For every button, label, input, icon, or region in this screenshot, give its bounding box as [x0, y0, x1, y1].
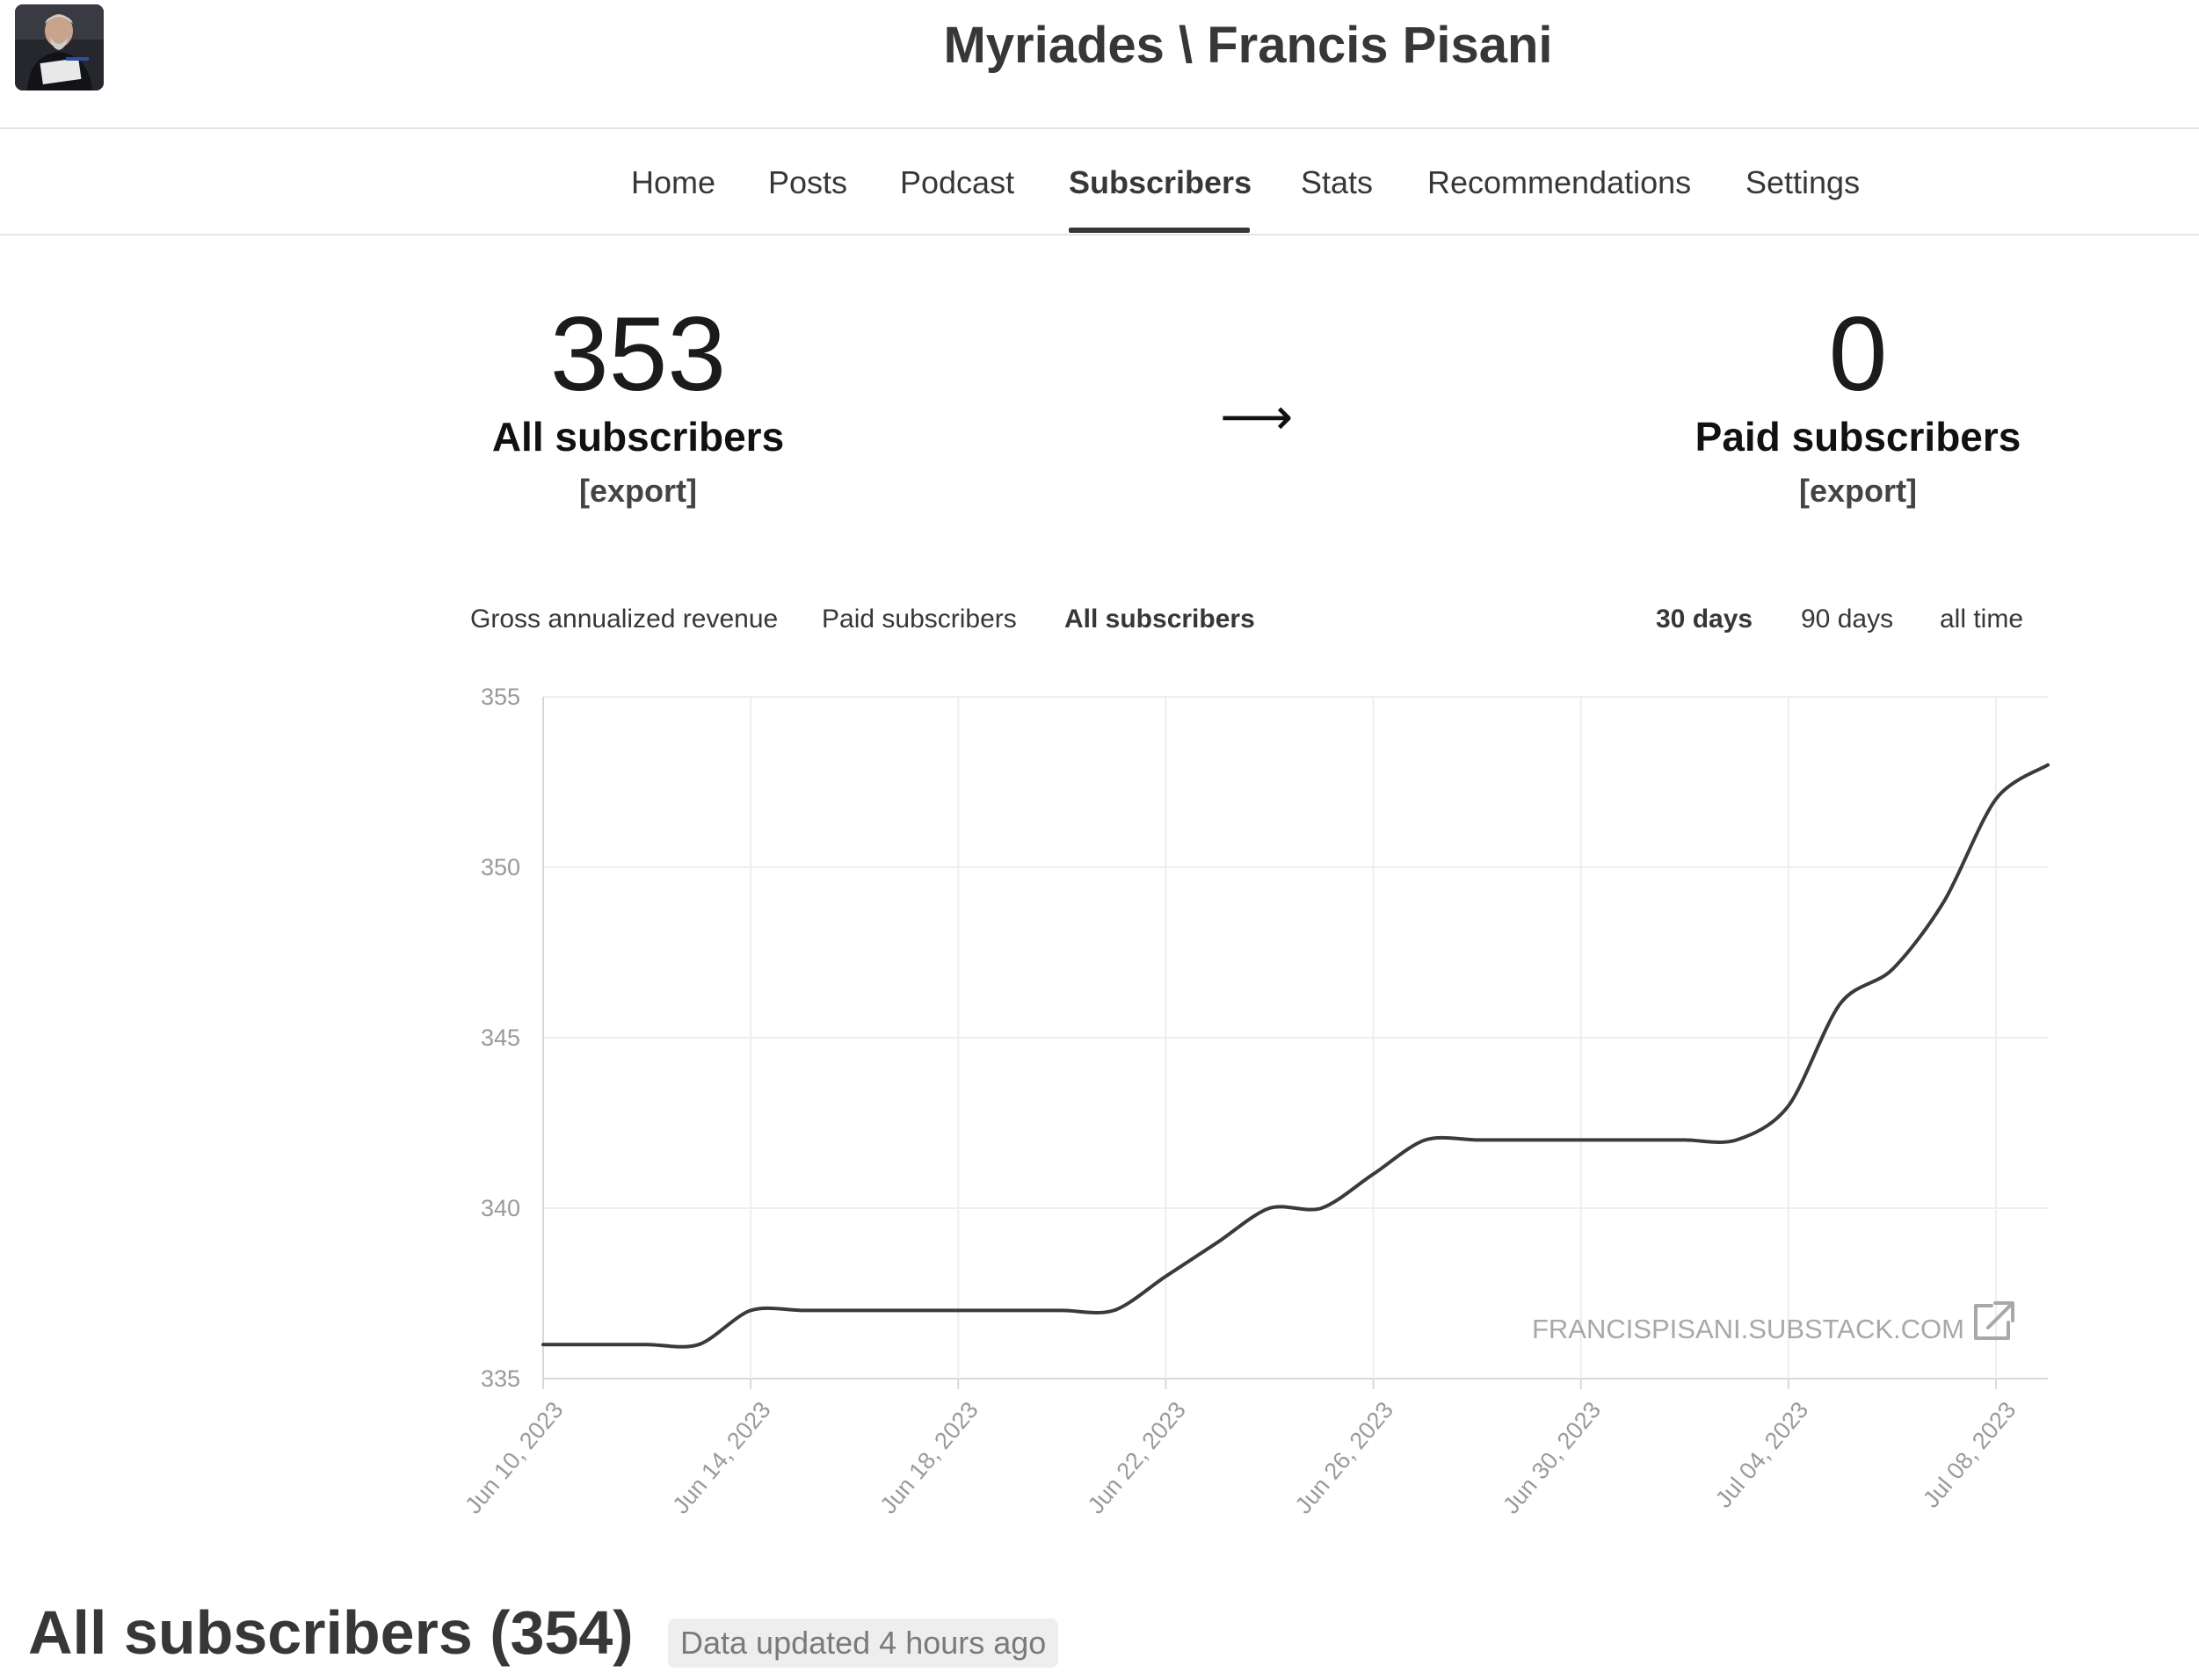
- export-paid-link[interactable]: [export]: [1799, 473, 1917, 509]
- range-all-time[interactable]: all time: [1940, 605, 2024, 634]
- nav-stats[interactable]: Stats: [1301, 164, 1374, 200]
- tab-paid-subscribers[interactable]: Paid subscribers: [822, 605, 1017, 634]
- arrow-icon: ⟶: [1220, 388, 1294, 445]
- x-tick-label: Jun 30, 2023: [1498, 1397, 1606, 1519]
- nav-home[interactable]: Home: [631, 164, 716, 200]
- y-axis: 335 340 345 350 355: [481, 684, 520, 1392]
- paid-subscribers-label: Paid subscribers: [1695, 414, 2021, 460]
- y-tick-label: 340: [481, 1195, 520, 1221]
- y-tick-label: 335: [481, 1365, 520, 1392]
- nav-subscribers[interactable]: Subscribers: [1069, 164, 1252, 200]
- nav-recommendations[interactable]: Recommendations: [1427, 164, 1692, 200]
- site-title[interactable]: Myriades \ Francis Pisani: [943, 17, 1553, 74]
- x-tick-label: Jun 26, 2023: [1290, 1397, 1398, 1519]
- paid-subscribers-count: 0: [1828, 295, 1888, 413]
- publication-avatar[interactable]: [15, 4, 104, 91]
- nav-podcast[interactable]: Podcast: [900, 164, 1015, 200]
- external-link-icon[interactable]: [1974, 1301, 2014, 1340]
- x-tick-label: Jun 22, 2023: [1083, 1397, 1191, 1519]
- range-30-days[interactable]: 30 days: [1656, 605, 1753, 634]
- tab-gross-annualized-revenue[interactable]: Gross annualized revenue: [470, 605, 779, 634]
- x-tick-label: Jun 10, 2023: [460, 1397, 568, 1519]
- x-tick-label: Jul 04, 2023: [1710, 1397, 1814, 1513]
- y-tick-label: 345: [481, 1025, 520, 1051]
- all-subscribers-count: 353: [549, 295, 727, 413]
- top-header: Myriades \ Francis Pisani: [0, 0, 2199, 129]
- export-all-link[interactable]: [export]: [579, 473, 697, 509]
- chart-grid: [542, 696, 2048, 1389]
- x-axis: Jun 10, 2023 Jun 14, 2023 Jun 18, 2023 Jun …: [460, 1397, 2021, 1519]
- tab-all-subscribers[interactable]: All subscribers: [1064, 605, 1255, 634]
- data-updated-badge: Data updated 4 hours ago: [668, 1618, 1059, 1668]
- active-tab-indicator: [1069, 228, 1250, 233]
- nav-settings[interactable]: Settings: [1745, 164, 1861, 200]
- nav-posts[interactable]: Posts: [768, 164, 848, 200]
- series-line: [541, 763, 2050, 1349]
- x-tick-label: Jul 08, 2023: [1918, 1397, 2021, 1513]
- range-90-days[interactable]: 90 days: [1801, 605, 1894, 634]
- y-tick-label: 355: [481, 684, 520, 710]
- all-subscribers-label: All subscribers: [491, 414, 785, 460]
- subscribers-list-title: All subscribers (354): [28, 1598, 634, 1667]
- x-tick-label: Jun 14, 2023: [667, 1397, 775, 1519]
- x-tick-label: Jun 18, 2023: [875, 1397, 983, 1519]
- avatar-image: [15, 4, 104, 91]
- watermark-label[interactable]: FRANCISPISANI.SUBSTACK.COM: [1532, 1314, 1964, 1344]
- y-tick-label: 350: [481, 854, 520, 880]
- main-nav: Home Posts Podcast Subscribers Stats Rec…: [0, 129, 2199, 235]
